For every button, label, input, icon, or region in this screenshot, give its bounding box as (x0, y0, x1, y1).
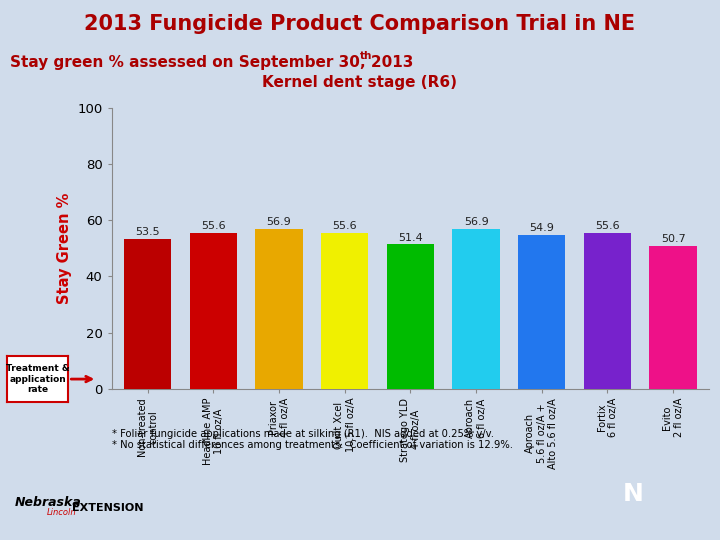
Text: Treatment &
application
rate: Treatment & application rate (6, 364, 70, 394)
Text: th: th (360, 51, 372, 62)
Text: 53.5: 53.5 (135, 227, 160, 237)
Text: 50.7: 50.7 (661, 234, 685, 245)
Text: 55.6: 55.6 (595, 221, 620, 231)
Text: Kernel dent stage (R6): Kernel dent stage (R6) (263, 75, 457, 90)
Bar (518, 235, 565, 389)
Text: 55.6: 55.6 (201, 221, 225, 231)
Text: 54.9: 54.9 (529, 222, 554, 233)
Bar (124, 239, 171, 389)
Text: 55.6: 55.6 (333, 221, 357, 231)
Text: , 2013: , 2013 (360, 55, 413, 70)
Text: 56.9: 56.9 (266, 217, 292, 227)
Text: Stay green % assessed on September 30: Stay green % assessed on September 30 (10, 55, 360, 70)
Y-axis label: Stay Green %: Stay Green % (57, 193, 72, 304)
Text: N: N (624, 482, 644, 506)
Text: Lincoln: Lincoln (47, 508, 76, 517)
Bar (452, 229, 500, 389)
Text: 2013 Fungicide Product Comparison Trial in NE: 2013 Fungicide Product Comparison Trial … (84, 14, 636, 33)
Bar (387, 245, 434, 389)
Text: EXTENSION: EXTENSION (72, 503, 143, 513)
Text: 51.4: 51.4 (398, 233, 423, 242)
Text: * No statistical differences among treatments.  Coefficient of variation is 12.9: * No statistical differences among treat… (112, 440, 513, 450)
Text: Nebraska: Nebraska (14, 496, 81, 509)
Bar (321, 233, 369, 389)
Text: 56.9: 56.9 (464, 217, 488, 227)
Text: * Foliar fungicide applications made at silking (R1).  NIS added at 0.25% v/v.: * Foliar fungicide applications made at … (112, 429, 494, 440)
Bar (256, 229, 302, 389)
Bar (649, 246, 697, 389)
Bar (584, 233, 631, 389)
Bar (190, 233, 237, 389)
